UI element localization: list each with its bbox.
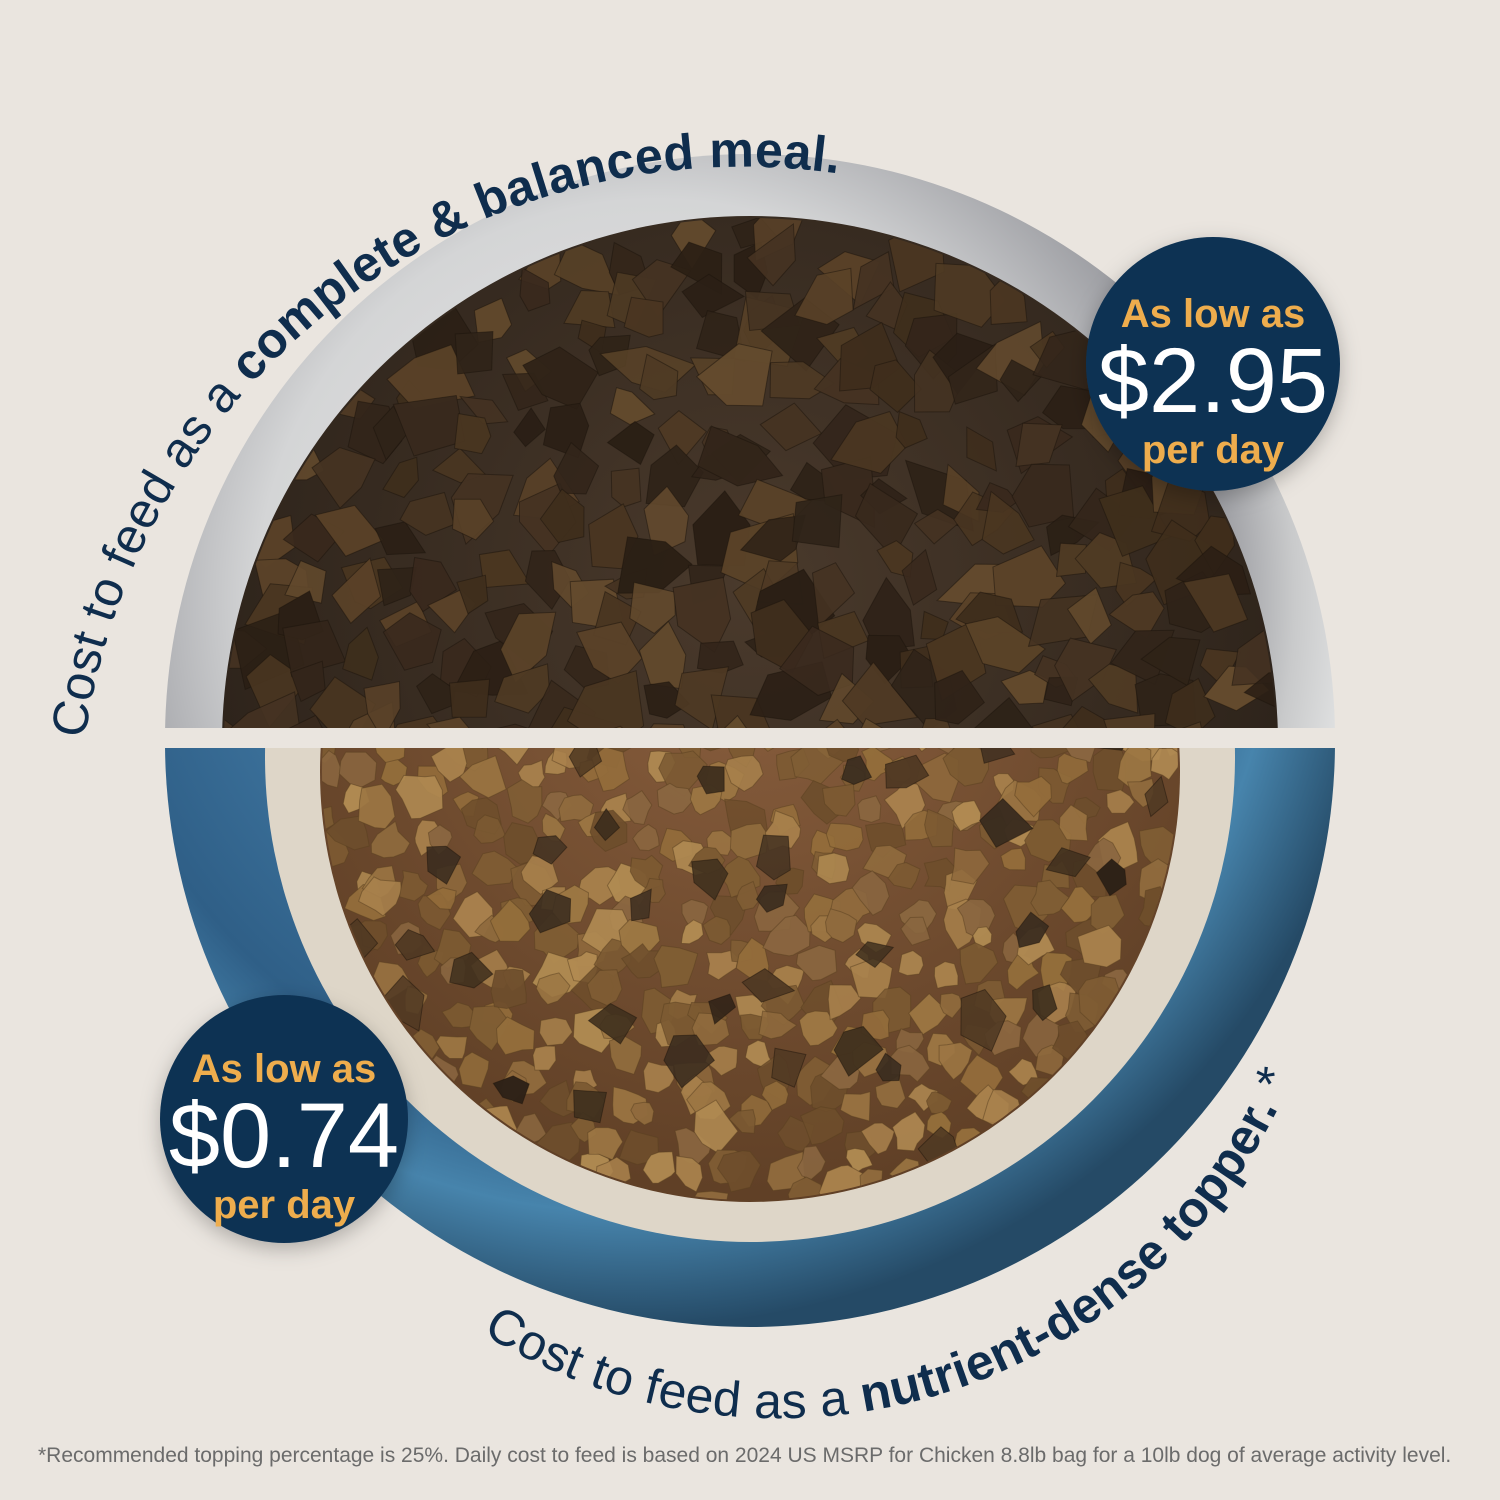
svg-text:per day: per day (1142, 428, 1285, 472)
svg-text:*Recommended topping percentag: *Recommended topping percentage is 25%. … (38, 1444, 1451, 1467)
svg-text:$2.95: $2.95 (1098, 330, 1328, 432)
svg-text:per day: per day (213, 1183, 356, 1227)
svg-text:$0.74: $0.74 (169, 1085, 399, 1187)
